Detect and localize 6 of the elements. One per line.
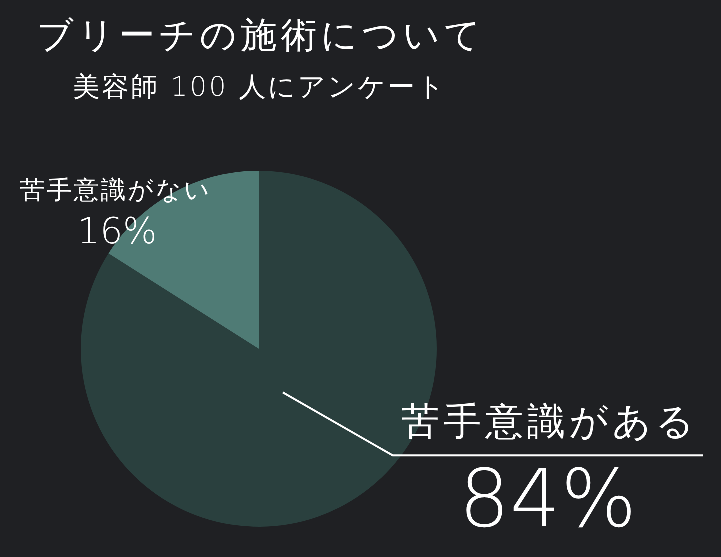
chart-subtitle: 美容師 100 人にアンケート [73, 72, 447, 104]
data-label: 16% [77, 211, 158, 252]
slice-label: 苦手意識がある [402, 400, 699, 444]
chart-title: ブリーチの施術について [37, 15, 485, 56]
slice-label: 苦手意識がない [20, 176, 212, 205]
data-label: 84% [459, 452, 637, 546]
